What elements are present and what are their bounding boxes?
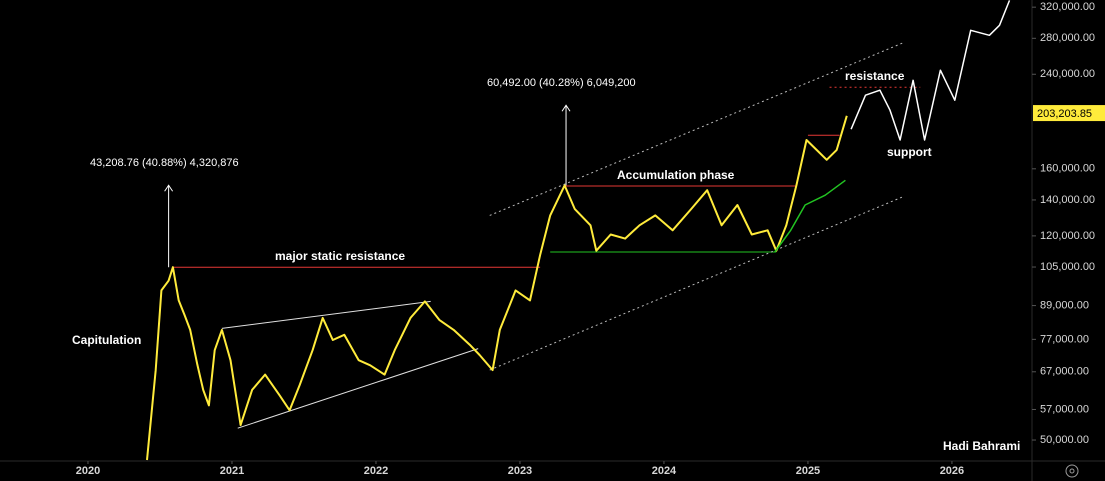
y-tick-label: 240,000.00 — [1040, 68, 1095, 80]
annotation: 60,492.00 (40.28%) 6,049,200 — [487, 77, 636, 89]
y-tick-label: 67,000.00 — [1040, 366, 1089, 378]
y-tick-label: 140,000.00 — [1040, 194, 1095, 206]
y-tick-label: 57,000.00 — [1040, 403, 1089, 415]
annotation: major static resistance — [275, 249, 405, 263]
y-tick-label: 77,000.00 — [1040, 333, 1089, 345]
x-tick-label: 2026 — [940, 465, 964, 477]
x-tick-label: 2023 — [508, 465, 532, 477]
last-price-box — [1033, 105, 1105, 122]
arrow-head — [561, 104, 571, 112]
x-tick-label: 2024 — [652, 465, 677, 477]
price-line — [146, 115, 848, 461]
x-tick-label: 2020 — [76, 465, 100, 477]
annotation: Accumulation phase — [617, 168, 735, 182]
arrow-head — [164, 184, 174, 192]
price-line — [774, 179, 846, 253]
x-tick-label: 2025 — [796, 465, 820, 477]
annotation: Capitulation — [72, 333, 141, 347]
plot-area — [146, 0, 1011, 461]
drawing-line — [221, 300, 431, 329]
annotation: 43,208.76 (40.88%) 4,320,876 — [90, 157, 239, 169]
x-tick-label: 2022 — [364, 465, 388, 477]
last-price-label: 203,203.85 — [1037, 108, 1092, 120]
y-tick-label: 120,000.00 — [1040, 230, 1095, 242]
annotation: Hadi Bahrami — [943, 439, 1020, 453]
y-tick-label: 50,000.00 — [1040, 434, 1089, 446]
settings-icon — [1069, 468, 1075, 474]
x-tick-label: 2021 — [220, 465, 244, 477]
y-tick-label: 89,000.00 — [1040, 299, 1089, 311]
y-tick-label: 280,000.00 — [1040, 32, 1095, 44]
drawing-line — [237, 348, 479, 429]
y-tick-label: 105,000.00 — [1040, 261, 1095, 273]
annotation: resistance — [845, 69, 905, 83]
annotation: support — [887, 145, 932, 159]
y-tick-label: 320,000.00 — [1040, 1, 1095, 13]
price-line — [850, 0, 1011, 141]
settings-button[interactable] — [1065, 464, 1079, 478]
y-tick-label: 160,000.00 — [1040, 163, 1095, 175]
